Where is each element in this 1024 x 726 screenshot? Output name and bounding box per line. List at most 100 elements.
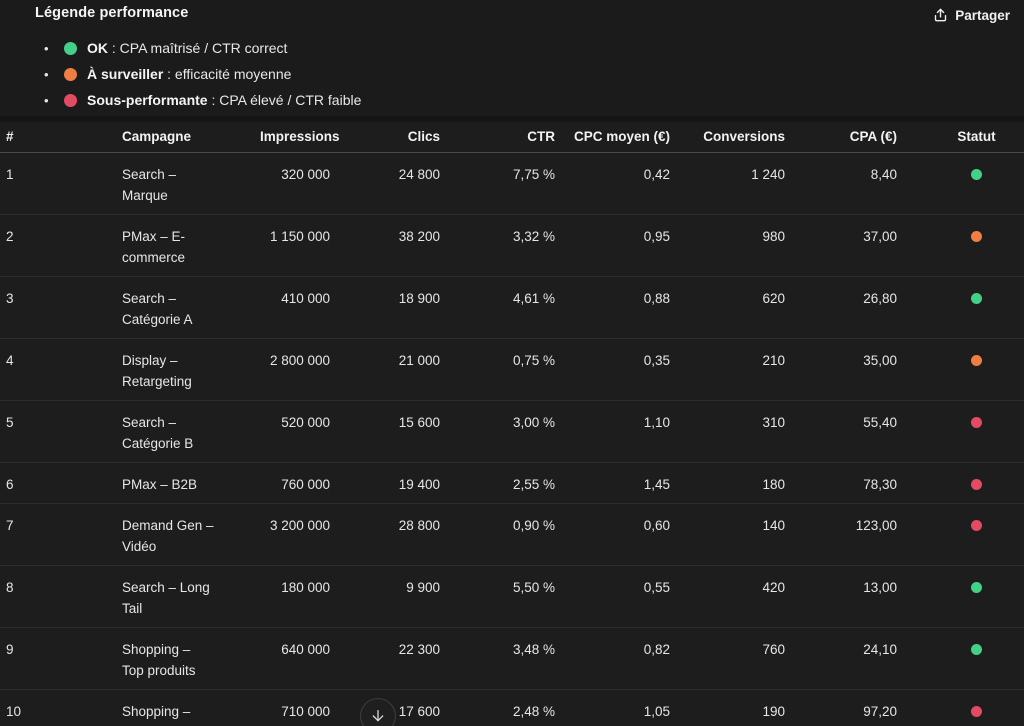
cell-cpc: 0,55 xyxy=(643,580,670,595)
legend-dot xyxy=(64,67,77,81)
cell-ctr: 0,90 % xyxy=(512,518,555,533)
cell-clicks: 21 000 xyxy=(398,353,440,368)
legend-label: OK xyxy=(87,40,108,56)
cell-ctr: 3,48 % xyxy=(512,642,555,657)
cell-impressions: 710 000 xyxy=(281,704,330,719)
scroll-down-button[interactable] xyxy=(360,698,396,726)
cell-impressions: 3 200 000 xyxy=(269,518,330,533)
cell-num: 6 xyxy=(6,477,14,492)
table-row: 4 Display – Retargeting 2 800 000 21 000… xyxy=(0,339,1024,401)
share-icon xyxy=(933,7,948,23)
cell-campaign: Demand Gen – Vidéo xyxy=(122,518,214,554)
cell-campaign: Shopping – Top produits xyxy=(122,642,196,678)
cell-ctr: 2,48 % xyxy=(512,704,555,719)
cell-ctr: 0,75 % xyxy=(512,353,555,368)
cell-num: 3 xyxy=(6,291,14,306)
cell-cpc: 0,95 xyxy=(643,229,670,244)
table-row: 10 Shopping – Low margin 710 000 17 600 … xyxy=(0,690,1024,726)
cell-campaign: Search – Long Tail xyxy=(122,580,210,616)
cell-num: 7 xyxy=(6,518,14,533)
legend-item: • Sous-performante : CPA élevé / CTR fai… xyxy=(0,87,1024,113)
legend-label: À surveiller xyxy=(87,66,164,82)
cell-cpa: 8,40 xyxy=(870,167,897,182)
cell-status xyxy=(897,504,1024,539)
column-header-campaign: Campagne xyxy=(122,129,192,144)
cell-ctr: 3,32 % xyxy=(512,229,555,244)
cell-cpa: 78,30 xyxy=(863,477,897,492)
status-dot xyxy=(971,479,982,490)
cell-ctr: 2,55 % xyxy=(512,477,555,492)
cell-conversions: 620 xyxy=(762,291,785,306)
cell-ctr: 7,75 % xyxy=(512,167,555,182)
legend-label: Sous-performante xyxy=(87,92,208,108)
cell-campaign: Search – Marque xyxy=(122,167,177,203)
cell-status xyxy=(897,463,1024,498)
cell-conversions: 420 xyxy=(762,580,785,595)
column-header-num: # xyxy=(6,129,14,144)
table-header-row: # Campagne Impressions Clics CTR CPC moy… xyxy=(0,122,1024,153)
legend-text: : efficacité moyenne xyxy=(163,66,292,82)
cell-cpa: 37,00 xyxy=(863,229,897,244)
cell-cpa: 123,00 xyxy=(855,518,897,533)
cell-status xyxy=(897,277,1024,312)
cell-cpa: 97,20 xyxy=(863,704,897,719)
cell-impressions: 520 000 xyxy=(281,415,330,430)
cell-num: 10 xyxy=(6,704,22,719)
cell-status xyxy=(897,628,1024,663)
cell-clicks: 28 800 xyxy=(398,518,440,533)
status-dot xyxy=(971,169,982,180)
column-header-ctr: CTR xyxy=(527,129,555,144)
status-dot xyxy=(971,231,982,242)
cell-cpc: 1,45 xyxy=(643,477,670,492)
table-row: 8 Search – Long Tail 180 000 9 900 5,50 … xyxy=(0,566,1024,628)
cell-conversions: 760 xyxy=(762,642,785,657)
cell-impressions: 180 000 xyxy=(281,580,330,595)
column-header-cpa: CPA (€) xyxy=(849,129,897,144)
cell-conversions: 1 240 xyxy=(751,167,785,182)
cell-status xyxy=(897,215,1024,250)
cell-ctr: 3,00 % xyxy=(512,415,555,430)
bullet-icon: • xyxy=(44,92,49,108)
cell-campaign: PMax – B2B xyxy=(122,477,198,492)
cell-ctr: 4,61 % xyxy=(512,291,555,306)
cell-cpa: 24,10 xyxy=(863,642,897,657)
status-dot xyxy=(971,520,982,531)
table-row: 7 Demand Gen – Vidéo 3 200 000 28 800 0,… xyxy=(0,504,1024,566)
cell-impressions: 760 000 xyxy=(281,477,330,492)
cell-ctr: 5,50 % xyxy=(512,580,555,595)
cell-campaign: Search – Catégorie A xyxy=(122,291,193,327)
cell-campaign: Shopping – Low margin xyxy=(122,704,192,726)
cell-clicks: 9 900 xyxy=(406,580,440,595)
legend-text: : CPA maîtrisé / CTR correct xyxy=(108,40,288,56)
cell-clicks: 17 600 xyxy=(398,704,440,719)
table-body: 1 Search – Marque 320 000 24 800 7,75 % … xyxy=(0,153,1024,726)
cell-campaign: Display – Retargeting xyxy=(122,353,192,389)
cell-conversions: 190 xyxy=(762,704,785,719)
cell-clicks: 15 600 xyxy=(398,415,440,430)
arrow-down-icon xyxy=(370,708,386,724)
cell-campaign: Search – Catégorie B xyxy=(122,415,194,451)
share-label: Partager xyxy=(955,7,1010,23)
topbar: Légende performance Partager xyxy=(0,0,1024,26)
status-dot xyxy=(971,417,982,428)
bullet-icon: • xyxy=(44,66,49,82)
cell-status xyxy=(897,153,1024,188)
legend-dot xyxy=(64,41,77,55)
legend-dot xyxy=(64,93,77,107)
cell-impressions: 320 000 xyxy=(281,167,330,182)
cell-num: 9 xyxy=(6,642,14,657)
share-button[interactable]: Partager xyxy=(929,5,1014,25)
performance-table: # Campagne Impressions Clics CTR CPC moy… xyxy=(0,116,1024,726)
cell-conversions: 310 xyxy=(762,415,785,430)
cell-conversions: 980 xyxy=(762,229,785,244)
cell-cpc: 1,05 xyxy=(643,704,670,719)
column-header-cpc: CPC moyen (€) xyxy=(573,129,670,144)
column-header-clicks: Clics xyxy=(407,129,440,144)
cell-status xyxy=(897,566,1024,601)
cell-cpa: 13,00 xyxy=(863,580,897,595)
table-row: 5 Search – Catégorie B 520 000 15 600 3,… xyxy=(0,401,1024,463)
cell-clicks: 19 400 xyxy=(398,477,440,492)
cell-cpa: 35,00 xyxy=(863,353,897,368)
legend-item: • OK : CPA maîtrisé / CTR correct xyxy=(0,35,1024,61)
cell-clicks: 22 300 xyxy=(398,642,440,657)
